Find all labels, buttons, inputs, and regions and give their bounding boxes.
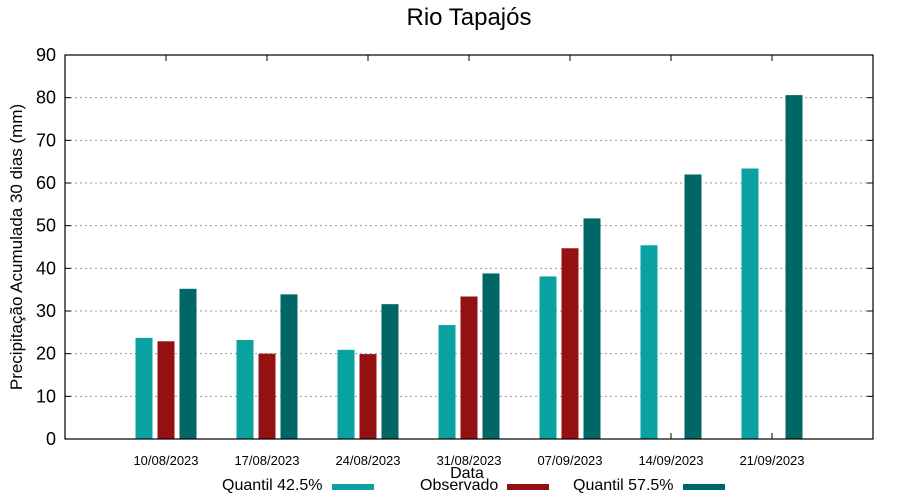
- x-tick-label: 17/08/2023: [234, 453, 299, 468]
- bar-quantil-57-5-: [482, 273, 500, 439]
- legend-label-observado: Observado: [420, 477, 499, 494]
- y-tick-label: 40: [36, 258, 56, 278]
- x-axis-title: Data: [450, 465, 484, 482]
- legend-item-quantil-42-5: Quantil 42.5%: [222, 477, 374, 495]
- bar-quantil-42-5-: [539, 276, 557, 439]
- bar-observado: [460, 296, 478, 439]
- y-tick-label: 80: [36, 88, 56, 108]
- y-tick-label: 60: [36, 173, 56, 193]
- chart-title: Rio Tapajós: [406, 4, 532, 31]
- bar-quantil-57-5-: [785, 95, 803, 440]
- bar-observado: [157, 341, 175, 439]
- y-tick-label: 90: [36, 45, 56, 65]
- bar-observado: [359, 354, 377, 439]
- bar-quantil-42-5-: [337, 349, 355, 439]
- y-tick-label: 10: [36, 386, 56, 406]
- bar-quantil-42-5-: [640, 245, 658, 439]
- bar-quantil-42-5-: [741, 168, 759, 439]
- bar-quantil-57-5-: [280, 294, 298, 439]
- y-tick-label: 70: [36, 130, 56, 150]
- legend-item-quantil-57-5: Quantil 57.5%: [573, 477, 725, 495]
- bar-quantil-57-5-: [179, 288, 197, 439]
- bar-quantil-57-5-: [583, 218, 601, 439]
- legend-label-quantil-57-5: Quantil 57.5%: [573, 477, 674, 494]
- y-tick-label: 50: [36, 216, 56, 236]
- y-tick-label: 0: [46, 429, 56, 449]
- x-tick-label: 31/08/2023: [436, 453, 501, 468]
- x-tick-label: 14/09/2023: [638, 453, 703, 468]
- bar-quantil-57-5-: [684, 174, 702, 439]
- x-tick-label: 10/08/2023: [133, 453, 198, 468]
- legend-swatch-quantil-42-5: [331, 484, 374, 490]
- bar-quantil-42-5-: [236, 340, 254, 439]
- bar-quantil-57-5-: [381, 304, 399, 439]
- legend-item-observado: Observado: [420, 477, 550, 495]
- x-tick-label: 07/09/2023: [537, 453, 602, 468]
- y-tick-label: 30: [36, 301, 56, 321]
- legend-label-quantil-42-5: Quantil 42.5%: [222, 477, 323, 494]
- y-tick-label: 20: [36, 344, 56, 364]
- plot-border: [64, 54, 874, 440]
- bar-observado: [258, 353, 276, 439]
- legend-swatch-quantil-57-5: [682, 484, 725, 490]
- x-tick-label: 21/09/2023: [739, 453, 804, 468]
- x-tick-label: 24/08/2023: [335, 453, 400, 468]
- bar-quantil-42-5-: [135, 337, 153, 439]
- bar-observado: [561, 248, 579, 439]
- bar-quantil-42-5-: [438, 325, 456, 439]
- legend-swatch-observado: [507, 484, 550, 490]
